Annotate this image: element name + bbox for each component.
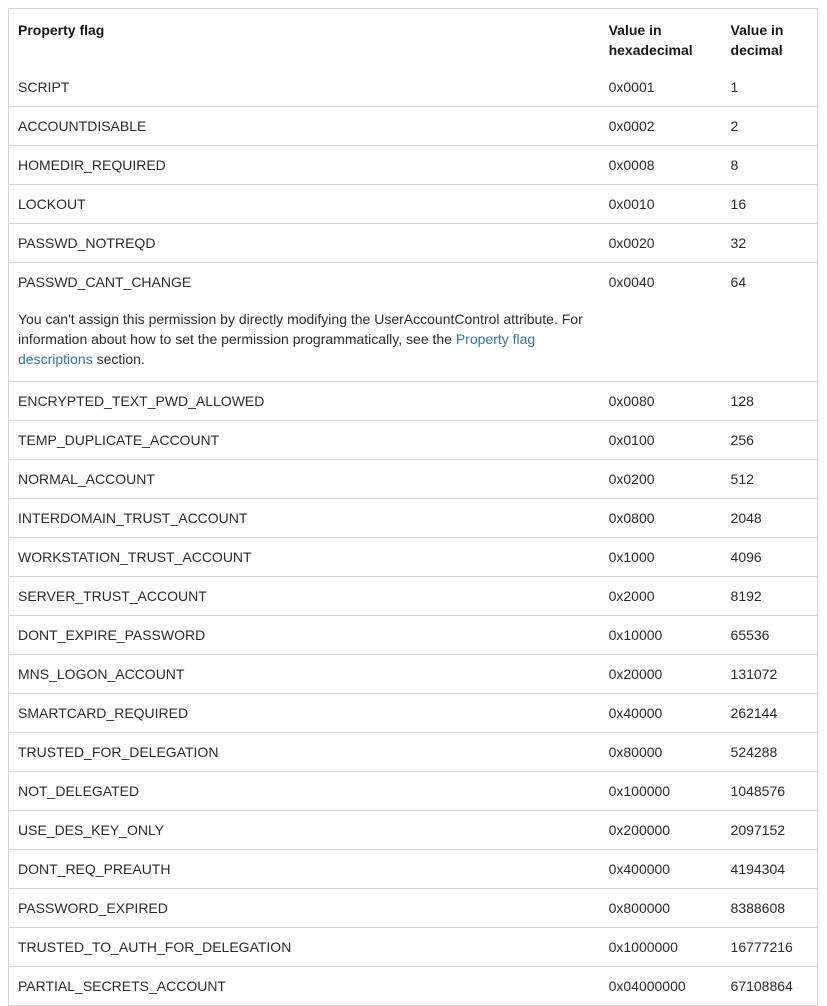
note-paragraph: You can't assign this permission by dire… xyxy=(18,309,590,369)
dec-cell: 524288 xyxy=(730,744,778,760)
table-row-with-note: PASSWD_CANT_CHANGE You can't assign this… xyxy=(8,263,818,382)
dec-cell: 128 xyxy=(730,393,754,409)
hex-cell: 0x80000 xyxy=(608,744,663,760)
hex-cell: 0x0100 xyxy=(608,432,655,448)
table-row: DONT_EXPIRE_PASSWORD 0x10000 65536 xyxy=(8,616,818,655)
note-text-after: section. xyxy=(92,351,145,367)
table-row: PARTIAL_SECRETS_ACCOUNT 0x04000000 67108… xyxy=(9,967,818,1006)
table-header-row: Property flag Value in hexadecimal Value… xyxy=(9,9,818,69)
dec-cell: 512 xyxy=(730,471,754,487)
table-row: TRUSTED_TO_AUTH_FOR_DELEGATION 0x1000000… xyxy=(8,928,818,967)
flag-cell: TRUSTED_FOR_DELEGATION xyxy=(18,744,219,760)
hex-cell: 0x0020 xyxy=(608,235,655,251)
hex-cell: 0x200000 xyxy=(608,822,671,838)
hex-cell: 0x0800 xyxy=(608,510,655,526)
table-row: NOT_DELEGATED 0x100000 1048576 xyxy=(8,772,818,811)
dec-cell: 1 xyxy=(730,79,739,95)
dec-cell: 8 xyxy=(730,157,739,173)
hex-cell: 0x1000 xyxy=(608,549,655,565)
hex-cell: 0x10000 xyxy=(608,627,663,643)
dec-cell: 65536 xyxy=(730,627,770,643)
dec-cell: 256 xyxy=(730,432,754,448)
dec-cell: 4194304 xyxy=(730,861,786,877)
hex-cell: 0x0002 xyxy=(608,118,655,134)
hex-cell: 0x0040 xyxy=(608,274,655,290)
table-row: HOMEDIR_REQUIRED 0x0008 8 xyxy=(8,146,818,185)
table-row: SCRIPT 0x0001 1 xyxy=(8,68,818,107)
dec-cell: 2048 xyxy=(730,510,762,526)
hex-cell: 0x100000 xyxy=(608,783,671,799)
table-row: WORKSTATION_TRUST_ACCOUNT 0x1000 4096 xyxy=(8,538,818,577)
flag-cell: SMARTCARD_REQUIRED xyxy=(18,705,189,721)
flag-cell: DONT_EXPIRE_PASSWORD xyxy=(18,627,206,643)
column-header-decimal: Value in decimal xyxy=(730,22,784,58)
column-header-hex: Value in hexadecimal xyxy=(608,22,693,58)
hex-cell: 0x400000 xyxy=(608,861,671,877)
dec-cell: 4096 xyxy=(730,549,762,565)
table-row: SERVER_TRUST_ACCOUNT 0x2000 8192 xyxy=(8,577,818,616)
flag-cell: HOMEDIR_REQUIRED xyxy=(18,157,166,173)
hex-cell: 0x40000 xyxy=(608,705,663,721)
flag-cell: INTERDOMAIN_TRUST_ACCOUNT xyxy=(18,510,248,526)
flag-cell: NOT_DELEGATED xyxy=(18,783,140,799)
table-row: NORMAL_ACCOUNT 0x0200 512 xyxy=(8,460,818,499)
table-row: TRUSTED_FOR_DELEGATION 0x80000 524288 xyxy=(8,733,818,772)
flag-name: PASSWD_CANT_CHANGE xyxy=(18,274,192,290)
table-row: SMARTCARD_REQUIRED 0x40000 262144 xyxy=(8,694,818,733)
dec-cell: 8192 xyxy=(730,588,762,604)
flag-cell: PARTIAL_SECRETS_ACCOUNT xyxy=(18,978,226,994)
dec-cell: 131072 xyxy=(730,666,778,682)
dec-cell: 2 xyxy=(730,118,739,134)
hex-cell: 0x800000 xyxy=(608,900,671,916)
hex-cell: 0x2000 xyxy=(608,588,655,604)
hex-cell: 0x0080 xyxy=(608,393,655,409)
dec-cell: 8388608 xyxy=(730,900,786,916)
table-row: PASSWORD_EXPIRED 0x800000 8388608 xyxy=(8,889,818,928)
hex-cell: 0x1000000 xyxy=(608,939,678,955)
hex-cell: 0x0001 xyxy=(608,79,655,95)
hex-cell: 0x0010 xyxy=(608,196,655,212)
table-row: TEMP_DUPLICATE_ACCOUNT 0x0100 256 xyxy=(8,421,818,460)
dec-cell: 2097152 xyxy=(730,822,786,838)
flag-cell: TRUSTED_TO_AUTH_FOR_DELEGATION xyxy=(18,939,292,955)
flag-cell: LOCKOUT xyxy=(18,196,86,212)
flag-cell: ACCOUNTDISABLE xyxy=(18,118,147,134)
flag-cell: SCRIPT xyxy=(18,79,70,95)
dec-cell: 64 xyxy=(730,274,747,290)
dec-cell: 1048576 xyxy=(730,783,786,799)
hex-cell: 0x0008 xyxy=(608,157,655,173)
flag-cell: NORMAL_ACCOUNT xyxy=(18,471,155,487)
flag-cell: MNS_LOGON_ACCOUNT xyxy=(18,666,185,682)
dec-cell: 67108864 xyxy=(730,978,793,994)
column-header-property-flag: Property flag xyxy=(18,22,105,38)
flag-cell: DONT_REQ_PREAUTH xyxy=(18,861,171,877)
flag-cell: SERVER_TRUST_ACCOUNT xyxy=(18,588,207,604)
note-text-before: You can't assign this permission by dire… xyxy=(18,311,583,347)
flag-cell: PASSWD_NOTREQD xyxy=(18,235,156,251)
table-row: USE_DES_KEY_ONLY 0x200000 2097152 xyxy=(8,811,818,850)
flag-cell: USE_DES_KEY_ONLY xyxy=(18,822,165,838)
table-row: PASSWD_NOTREQD 0x0020 32 xyxy=(8,224,818,263)
table-row: DONT_REQ_PREAUTH 0x400000 4194304 xyxy=(8,850,818,889)
dec-cell: 32 xyxy=(730,235,747,251)
table-row: MNS_LOGON_ACCOUNT 0x20000 131072 xyxy=(8,655,818,694)
dec-cell: 262144 xyxy=(730,705,778,721)
table-row: INTERDOMAIN_TRUST_ACCOUNT 0x0800 2048 xyxy=(8,499,818,538)
table-row: ACCOUNTDISABLE 0x0002 2 xyxy=(8,107,818,146)
flag-cell: PASSWD_CANT_CHANGE You can't assign this… xyxy=(9,263,600,382)
flag-cell: TEMP_DUPLICATE_ACCOUNT xyxy=(18,432,220,448)
property-flag-descriptions-link[interactable]: Property flag descriptions xyxy=(18,331,536,367)
flag-cell: PASSWORD_EXPIRED xyxy=(18,900,168,916)
flag-cell: WORKSTATION_TRUST_ACCOUNT xyxy=(18,549,252,565)
table-row: LOCKOUT 0x0010 16 xyxy=(8,185,818,224)
hex-cell: 0x0200 xyxy=(608,471,655,487)
property-flags-table: Property flag Value in hexadecimal Value… xyxy=(8,8,818,1006)
table-row: ENCRYPTED_TEXT_PWD_ALLOWED 0x0080 128 xyxy=(8,382,818,421)
flag-cell: ENCRYPTED_TEXT_PWD_ALLOWED xyxy=(18,393,265,409)
dec-cell: 16777216 xyxy=(730,939,793,955)
hex-cell: 0x04000000 xyxy=(608,978,686,994)
hex-cell: 0x20000 xyxy=(608,666,663,682)
dec-cell: 16 xyxy=(730,196,747,212)
